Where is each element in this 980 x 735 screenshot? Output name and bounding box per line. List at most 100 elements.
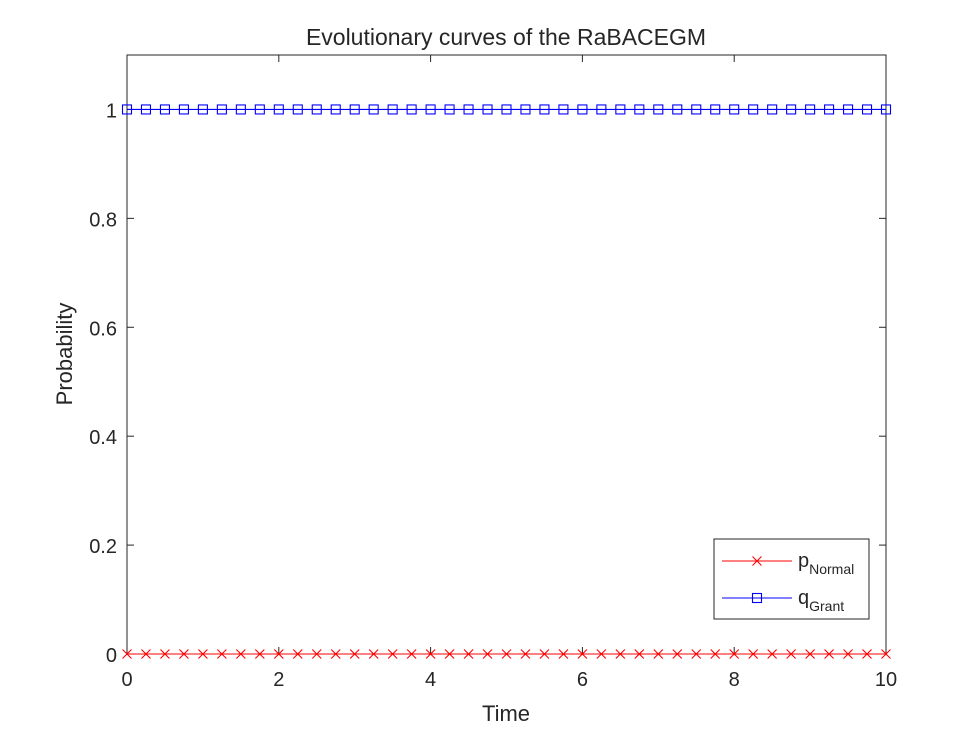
x-tick-label: 2 [273,669,284,691]
data-point-marker [406,104,417,115]
data-point-marker [254,649,265,659]
series-q-grant [121,104,892,115]
y-tick-label: 0.4 [89,427,117,449]
data-point-marker [140,104,152,115]
legend-label-main: p [798,550,809,572]
data-point-marker [767,104,778,115]
data-point-marker [311,104,322,115]
data-point-marker [615,104,626,115]
legend-label-subscript: Normal [809,561,854,577]
data-point-marker [159,104,170,115]
y-tick-label: 1 [106,100,117,122]
data-point-marker [406,649,417,659]
legend-box [713,538,870,620]
legend-marker [752,556,762,566]
y-tick-label: 0.8 [89,209,117,231]
data-point-marker [577,104,588,115]
data-point-marker [880,104,892,115]
data-point-marker [710,649,721,659]
x-tick-label: 10 [875,669,897,691]
legend-item: qGrant [722,587,844,614]
data-point-marker [121,104,133,115]
data-point-marker [197,104,208,115]
legend-item: pNormal [722,550,854,577]
data-point-marker [387,104,398,115]
legend-marker [751,592,763,604]
y-tick-label: 0.6 [89,318,117,340]
data-point-marker [843,649,853,659]
data-point-marker [577,649,588,659]
data-point-marker [653,104,664,115]
data-point-marker [501,104,512,115]
y-axis-label: Probability [52,303,77,406]
legend-label-main: q [798,587,809,609]
data-point-marker [672,649,683,659]
data-point-marker [179,649,189,659]
data-point-marker [767,649,778,659]
data-point-marker [691,649,702,659]
data-point-marker [710,104,721,115]
data-point-marker [425,649,436,659]
data-point-marker [482,649,493,659]
data-point-marker [235,104,246,115]
data-point-marker [273,104,284,115]
data-point-marker [235,649,246,659]
data-point-marker [292,649,303,659]
data-point-marker [729,104,740,115]
data-point-marker [748,104,759,115]
data-point-marker [861,104,873,115]
data-point-marker [558,104,569,115]
data-point-marker [539,649,550,659]
data-point-marker [862,649,872,659]
data-point-marker [349,104,360,115]
data-point-marker [520,649,531,659]
data-point-marker [824,649,834,659]
data-point-marker [672,104,683,115]
x-axis: 0 2 4 6 8 10 [121,55,897,691]
data-point-marker [691,104,702,115]
data-point-marker [634,649,645,659]
data-point-marker [349,649,360,659]
data-point-marker [330,649,341,659]
data-point-marker [596,649,607,659]
data-point-marker [842,104,854,115]
chart-title: Evolutionary curves of the RaBACEGM [306,24,706,50]
data-point-marker [501,649,512,659]
data-point-marker [292,104,303,115]
data-point-marker [881,649,891,659]
y-tick-label: 0 [106,645,117,667]
data-point-marker [558,649,569,659]
data-point-marker [786,649,797,659]
series-layer [121,104,892,659]
x-tick-label: 4 [425,669,436,691]
data-point-marker [330,104,341,115]
data-point-marker [444,104,455,115]
legend-label-subscript: Grant [809,598,844,614]
data-point-marker [368,104,379,115]
data-point-marker [273,649,284,659]
data-point-marker [216,649,227,659]
data-point-marker [596,104,607,115]
data-point-marker [824,104,835,115]
legend-label: pNormal [798,550,854,577]
data-point-marker [122,649,132,659]
data-point-marker [141,649,151,659]
data-point-marker [463,649,474,659]
x-axis-label: Time [482,701,530,726]
data-point-marker [254,104,265,115]
data-point-marker [178,104,189,115]
data-point-marker [311,649,322,659]
y-tick-label: 0.2 [89,536,117,558]
legend-label: qGrant [798,587,844,614]
data-point-marker [482,104,493,115]
data-point-marker [160,649,170,659]
x-tick-label: 0 [121,669,132,691]
x-tick-label: 8 [729,669,740,691]
data-point-marker [444,649,455,659]
data-point-marker [786,104,797,115]
data-point-marker [729,649,740,659]
data-point-marker [653,649,664,659]
series-p-normal [122,649,891,659]
